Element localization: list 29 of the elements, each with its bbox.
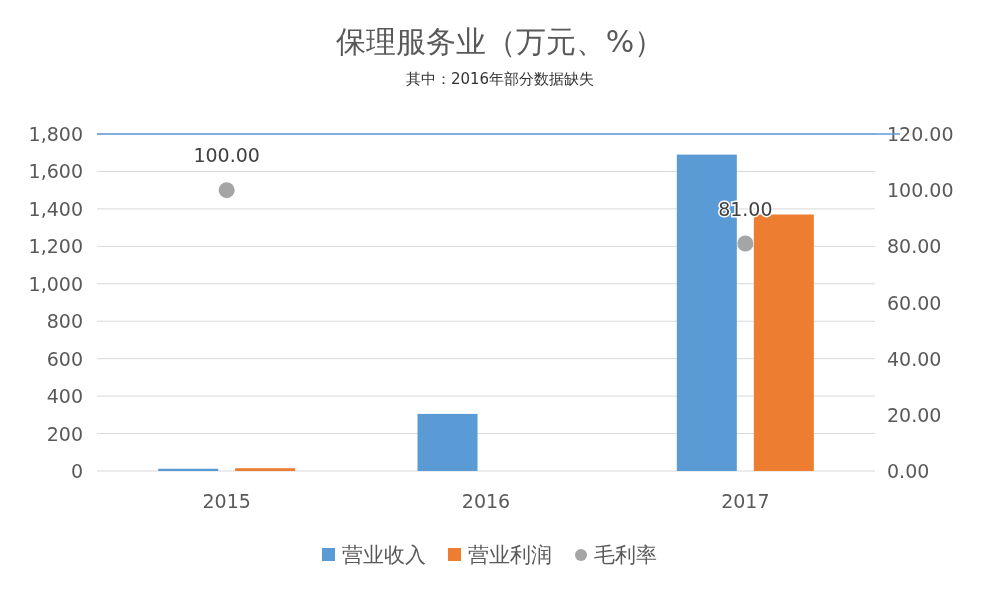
y2-tick-label: 80.00: [887, 235, 942, 258]
bar: [235, 468, 296, 471]
y2-tick-label: 40.00: [887, 347, 942, 370]
y-tick-label: 800: [46, 310, 83, 333]
y-tick-label: 200: [46, 422, 83, 445]
legend-label: 营业利润: [468, 543, 552, 567]
y-tick-label: 1,000: [28, 272, 83, 295]
y-tick-label: 400: [46, 385, 83, 408]
y2-tick-label: 120.00: [887, 123, 954, 145]
y2-tick-label: 0.00: [887, 460, 930, 482]
y-tick-label: 1,800: [28, 123, 83, 145]
y2-tick-label: 100.00: [887, 179, 954, 202]
y2-tick-label: 60.00: [887, 291, 942, 314]
y-tick-label: 600: [46, 347, 83, 370]
y2-tick-label: 20.00: [887, 403, 942, 426]
y-tick-label: 0: [70, 460, 83, 482]
chart-subtitle: 其中：2016年部分数据缺失: [405, 70, 595, 88]
data-label: 100.00: [193, 144, 260, 167]
y-tick-label: 1,600: [28, 160, 83, 183]
legend-label: 毛利率: [594, 543, 657, 567]
chart-title: 保理服务业（万元、%）: [335, 24, 665, 59]
bar: [417, 413, 478, 471]
x-tick-label: 2017: [721, 490, 770, 512]
x-tick-label: 2016: [461, 490, 511, 512]
bar: [753, 214, 814, 471]
x-tick-label: 2015: [202, 490, 251, 512]
legend-label: 营业收入: [342, 543, 426, 567]
y-tick-label: 1,200: [28, 235, 83, 258]
y-tick-label: 1,400: [28, 197, 83, 220]
